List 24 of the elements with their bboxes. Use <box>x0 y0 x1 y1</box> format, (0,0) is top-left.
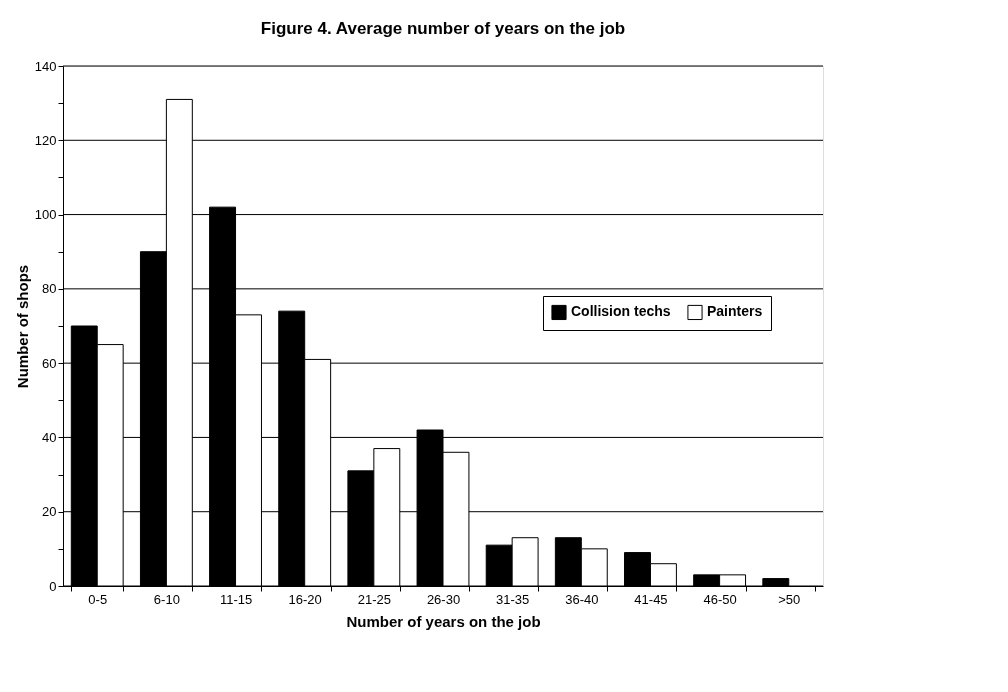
y-tick-label: 100 <box>34 207 57 223</box>
y-tick-label: 20 <box>42 504 57 520</box>
y-tick-label: 80 <box>42 281 57 297</box>
y-tick-label: 40 <box>42 429 57 445</box>
x-tick-label: 21-25 <box>357 591 391 607</box>
x-axis-title: Number of years on the job <box>346 612 541 630</box>
x-tick-label: 6-10 <box>153 591 180 607</box>
legend-label: Painters <box>707 303 763 320</box>
y-tick-label: 120 <box>34 132 57 148</box>
x-tick-label: 36-40 <box>565 591 599 607</box>
x-tick-label: 31-35 <box>496 591 530 607</box>
x-tick-label: >50 <box>778 591 801 607</box>
x-tick-label: 11-15 <box>219 591 253 607</box>
y-tick-label: 140 <box>34 58 57 74</box>
legend-label: Collision techs <box>571 303 671 320</box>
x-tick-label: 41-45 <box>634 591 668 607</box>
y-tick-label: 60 <box>42 355 57 371</box>
y-tick-label: 0 <box>49 578 57 594</box>
x-tick-label: 16-20 <box>288 591 322 607</box>
y-axis-title: Number of shops <box>13 264 31 389</box>
x-tick-label: 46-50 <box>703 591 737 607</box>
x-tick-label: 26-30 <box>426 591 461 607</box>
chart-title: Figure 4. Average number of years on the job <box>260 19 626 38</box>
x-tick-label: 0-5 <box>88 591 108 607</box>
